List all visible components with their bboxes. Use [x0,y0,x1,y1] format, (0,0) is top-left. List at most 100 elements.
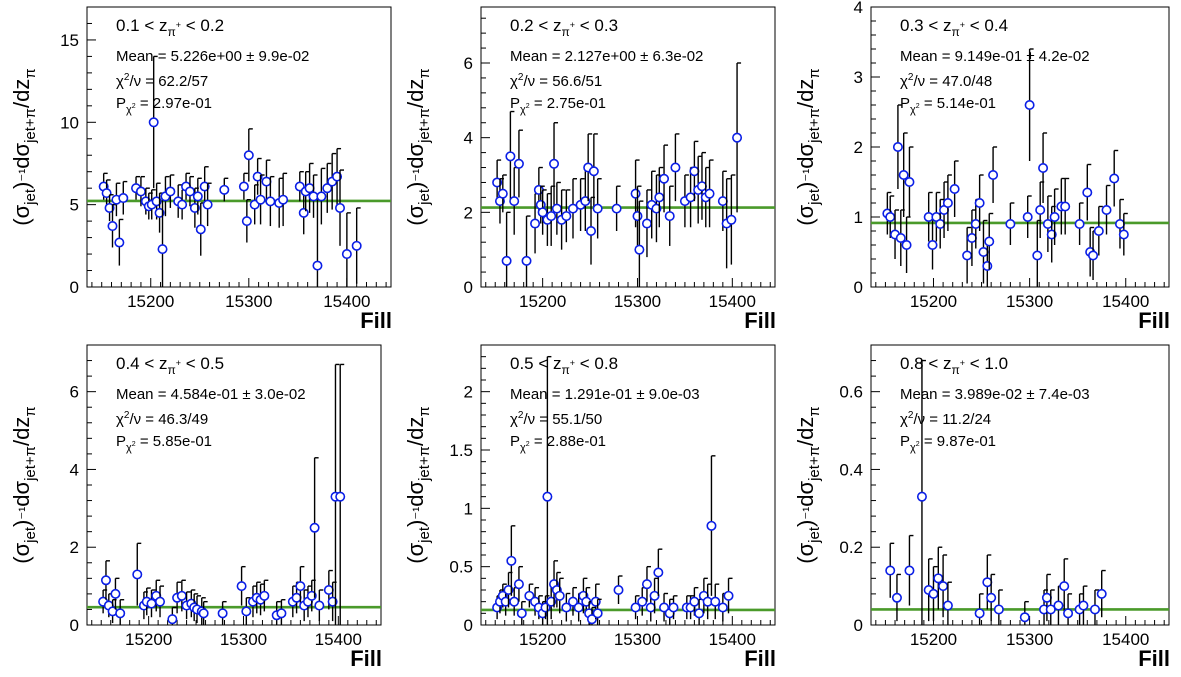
data-point [167,614,178,625]
data-point [632,211,643,222]
data-point [891,592,902,603]
data-point [986,592,997,603]
data-point [885,565,896,576]
data-point [1109,173,1120,184]
data-point [1063,608,1074,619]
data-point [928,588,939,599]
data-point [513,158,524,169]
data-point [184,186,195,197]
y-tick-label: 0.4 [839,460,863,479]
stat-chi2: χ2/ν = 47.0/48 [900,72,992,90]
data-point [885,212,896,223]
data-point [265,196,276,207]
data-point [243,150,254,161]
stat-prob: Pχ2 = 2.75e-01 [510,95,606,116]
y-tick-label: 0.6 [839,383,863,402]
panel-6: 15200 15300 15400 0 0.2 0.4 0.6 Fill (σjet)⁻¹dσj… [793,344,1170,671]
data-point [654,192,665,203]
data-point [664,211,675,222]
data-point [637,596,648,607]
y-tick-label: 15 [60,31,79,50]
data-point [521,255,532,266]
y-axis-label: (σjet)⁻¹dσjet+π/dzπ [403,406,433,564]
data-point [107,221,118,232]
x-axis-label: Fill [744,646,776,671]
data-point [217,608,228,619]
data-point [630,188,641,199]
data-point [651,203,662,214]
data-point [155,596,166,607]
data-point [151,196,162,207]
data-point [573,602,584,613]
data-point [304,183,315,194]
data-point [901,240,912,251]
panel-title: 0.3 < zπ+ < 0.4 [900,16,1008,39]
x-axis-label: Fill [1138,646,1170,671]
x-tick-label: 15200 [910,630,957,649]
panel-title: 0.8 < zπ+ < 1.0 [900,354,1008,377]
data-point [505,151,516,162]
data-point [978,247,989,258]
data-point [982,577,993,588]
data-point [513,579,524,590]
stat-prob: Pχ2 = 5.14e-01 [900,95,996,116]
data-point [516,608,527,619]
data-point [509,196,520,207]
panel-title: 0.2 < zπ+ < 0.3 [510,16,618,39]
data-point [668,602,679,613]
data-point [561,211,572,222]
y-tick-label: 2 [464,383,473,402]
data-point [219,184,230,195]
panel-title: 0.4 < zπ+ < 0.5 [116,354,224,377]
data-point [549,158,560,169]
x-tick-label: 15400 [323,292,370,311]
panel-5: 15200 15300 15400 0 0.5 1 1.5 2 Fill (σjet)⁻¹dσje… [403,344,776,671]
data-point [949,184,960,195]
data-point [551,203,562,214]
data-point [892,142,903,153]
data-point [696,181,707,192]
data-point [588,166,599,177]
data-point [100,575,111,586]
data-point [110,588,121,599]
data-point [530,218,541,229]
data-point [717,196,728,207]
data-point [1101,205,1112,216]
y-tick-label: 4 [854,0,863,17]
data-point [904,565,915,576]
data-point [309,522,320,533]
data-point [634,244,645,255]
data-point [649,590,660,601]
data-point [506,555,517,566]
stat-chi2: χ2/ν = 55.1/50 [510,410,602,428]
stat-chi2: χ2/ν = 46.3/49 [116,410,208,428]
x-tick-label: 15200 [519,630,566,649]
data-point [554,590,565,601]
data-point [1046,229,1057,240]
y-tick-label: 3 [854,68,863,87]
stat-chi2: χ2/ν = 62.2/57 [116,72,208,90]
stat-mean: Mean = 3.989e-02 ± 7.4e-03 [900,386,1090,403]
data-point [984,236,995,247]
data-point [706,520,717,531]
data-point [685,192,696,203]
panel-title: 0.5 < zπ+ < 0.8 [510,354,618,377]
data-point [177,199,188,210]
data-point [165,186,176,197]
data-point [641,218,652,229]
data-point [546,596,557,607]
data-point [580,196,591,207]
data-point [1041,592,1052,603]
stat-mean: Mean = 2.127e+00 ± 6.3e-02 [510,48,703,65]
y-tick-label: 4 [70,460,79,479]
y-tick-label: 0 [70,616,79,635]
data-point [132,569,143,580]
data-point [586,226,597,237]
stat-prob: Pχ2 = 2.97e-01 [116,95,212,116]
data-point [252,171,263,182]
data-point [497,188,508,199]
data-point [1114,219,1125,230]
data-point [351,240,362,251]
data-point [592,203,603,214]
